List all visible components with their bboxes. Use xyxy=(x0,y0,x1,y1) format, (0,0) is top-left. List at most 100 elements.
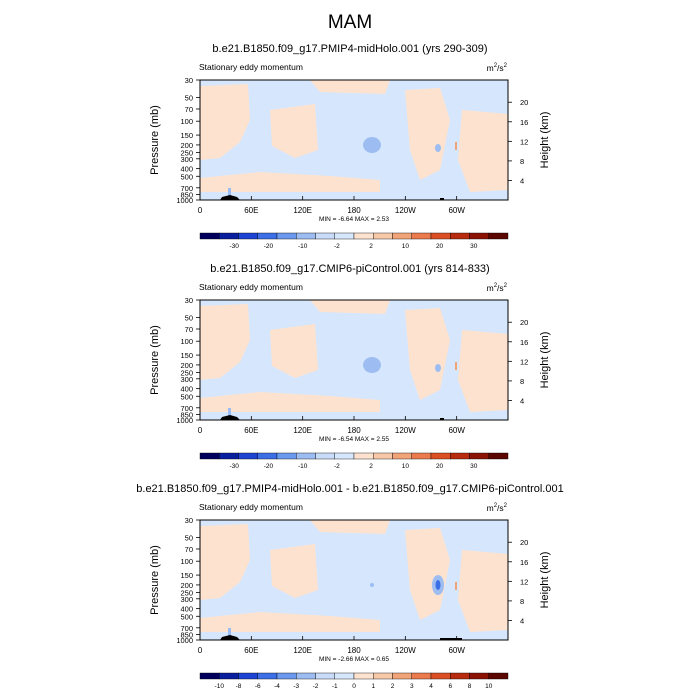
colorbar-swatch xyxy=(238,232,258,240)
height-tick-label: 4 xyxy=(520,616,524,625)
contour-region-negative xyxy=(363,357,381,373)
y-tick-label: 400 xyxy=(180,385,193,394)
colorbar-label: -2 xyxy=(313,683,319,690)
y-axis-label: Pressure (mb) xyxy=(149,105,161,175)
topography xyxy=(440,418,444,420)
colorbar-label: 30 xyxy=(470,463,478,470)
x-tick-label: 180 xyxy=(347,206,361,215)
contour-region-positive xyxy=(458,330,508,412)
y-tick-label: 50 xyxy=(185,93,193,102)
y-tick-label: 300 xyxy=(180,155,193,164)
colorbar-label: -20 xyxy=(264,243,274,250)
contour-region-positive xyxy=(200,612,380,632)
y-tick-label: 30 xyxy=(185,296,193,305)
colorbar-swatch xyxy=(392,452,412,460)
colorbar-swatch xyxy=(199,452,220,460)
colorbar-label: -30 xyxy=(230,463,240,470)
x-tick-label: 0 xyxy=(198,206,203,215)
colorbar-swatch xyxy=(238,452,258,460)
x-tick-label: 60W xyxy=(448,646,465,655)
height-tick-label: 16 xyxy=(520,558,528,567)
contour-region-negative xyxy=(228,628,231,638)
y-tick-label: 50 xyxy=(185,533,193,542)
y-tick-label: 200 xyxy=(180,141,193,150)
colorbar-swatch xyxy=(430,672,451,680)
y-tick-label: 100 xyxy=(180,117,193,126)
colorbar-label: 0 xyxy=(352,683,356,690)
x-tick-label: 60W xyxy=(448,426,465,435)
height-tick-label: 8 xyxy=(520,377,524,386)
colorbar-swatch xyxy=(315,452,335,460)
y-tick-label: 250 xyxy=(180,589,193,598)
height-tick-label: 8 xyxy=(520,597,524,606)
contour-region-negative xyxy=(435,580,441,590)
contour-region-negative xyxy=(228,188,231,198)
contour-region-positive xyxy=(310,300,390,314)
contour-region-negative xyxy=(435,364,441,372)
height-tick-label: 20 xyxy=(520,318,528,327)
height-tick-label: 8 xyxy=(520,157,524,166)
colorbar-swatch xyxy=(219,452,239,460)
x-tick-label: 120W xyxy=(395,646,416,655)
colorbar-swatch xyxy=(488,452,509,460)
units-label: m2/s2 xyxy=(487,503,508,513)
x-tick-label: 60E xyxy=(244,646,258,655)
x-tick-label: 120W xyxy=(395,426,416,435)
colorbar-swatch xyxy=(219,672,239,680)
y-tick-label: 700 xyxy=(180,404,193,413)
y-tick-label: 850 xyxy=(180,630,193,639)
colorbar-swatch xyxy=(276,232,297,240)
contour-region-positive xyxy=(405,528,450,620)
y-tick-label: 150 xyxy=(180,131,193,140)
contour-region-positive xyxy=(270,104,318,158)
contour-region-positive xyxy=(458,110,508,192)
colorbar-label: 2 xyxy=(369,463,373,470)
colorbar-swatch xyxy=(257,452,278,460)
x-tick-label: 0 xyxy=(198,426,203,435)
colorbar-label: 20 xyxy=(436,243,444,250)
colorbar-swatch xyxy=(238,672,258,680)
y-tick-label: 200 xyxy=(180,581,193,590)
y-tick-label: 100 xyxy=(180,557,193,566)
colorbar-label: 10 xyxy=(402,243,410,250)
colorbar-label: -10 xyxy=(298,243,308,250)
colorbar-label: -2 xyxy=(334,243,340,250)
chart-subtitle: Stationary eddy momentum xyxy=(199,62,303,72)
x-tick-label: 120E xyxy=(293,426,312,435)
height-tick-label: 12 xyxy=(520,357,528,366)
height-tick-label: 4 xyxy=(520,176,524,185)
y-tick-label: 100 xyxy=(180,337,193,346)
colorbar-swatch xyxy=(430,232,451,240)
y-axis-label-right: Height (km) xyxy=(539,552,551,609)
colorbar-swatch xyxy=(411,452,432,460)
colorbar-swatch xyxy=(373,232,393,240)
y-tick-label: 70 xyxy=(185,545,193,554)
colorbar-swatch xyxy=(296,452,316,460)
x-tick-label: 60W xyxy=(448,206,465,215)
colorbar-swatch xyxy=(353,452,374,460)
y-tick-label: 300 xyxy=(180,375,193,384)
height-tick-label: 20 xyxy=(520,538,528,547)
y-tick-label: 30 xyxy=(185,516,193,525)
topography xyxy=(220,415,240,420)
y-axis-label: Pressure (mb) xyxy=(149,545,161,615)
y-tick-label: 1000 xyxy=(176,416,193,425)
colorbar-label: -6 xyxy=(255,683,261,690)
contour-region-positive xyxy=(270,544,318,598)
y-axis-label-right: Height (km) xyxy=(539,112,551,169)
contour-region-negative xyxy=(228,408,231,418)
colorbar-swatch xyxy=(334,452,355,460)
colorbar-label: -30 xyxy=(230,243,240,250)
y-tick-label: 200 xyxy=(180,361,193,370)
colorbar-label: -1 xyxy=(332,683,338,690)
y-tick-label: 150 xyxy=(180,351,193,360)
colorbar-swatch xyxy=(469,232,489,240)
height-tick-label: 12 xyxy=(520,577,528,586)
colorbar-swatch xyxy=(488,672,509,680)
contour-region-positive xyxy=(200,524,250,600)
x-tick-label: 120E xyxy=(293,206,312,215)
chart-subtitle: Stationary eddy momentum xyxy=(199,502,303,512)
colorbar-label: 1 xyxy=(371,683,375,690)
y-tick-label: 500 xyxy=(180,612,193,621)
